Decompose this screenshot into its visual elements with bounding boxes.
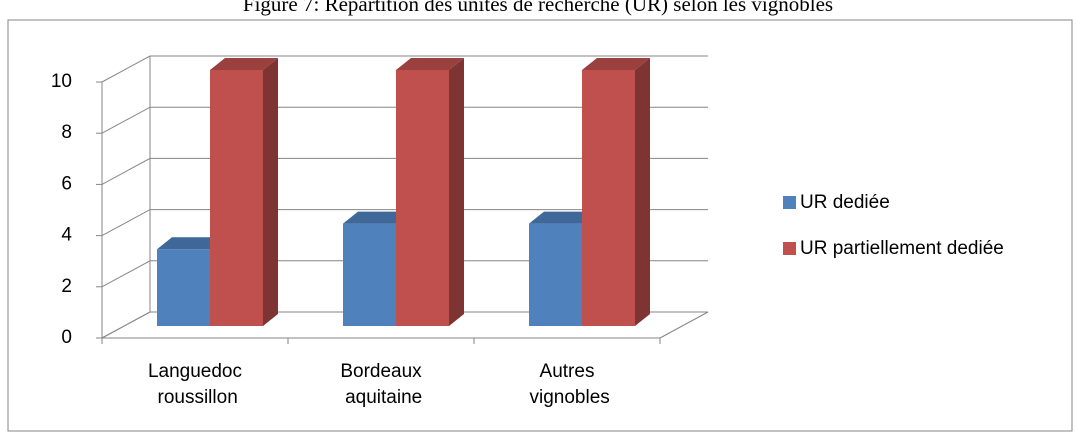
bar-front bbox=[396, 70, 449, 326]
bar bbox=[210, 58, 278, 326]
grid-line bbox=[101, 311, 708, 339]
bar-front bbox=[343, 223, 396, 326]
bar-top bbox=[157, 237, 225, 250]
y-tick-label: 2 bbox=[61, 276, 72, 297]
bar-front bbox=[157, 249, 210, 326]
bar-front bbox=[529, 223, 582, 326]
bar bbox=[582, 58, 650, 326]
bar-top bbox=[210, 58, 278, 70]
bar-top bbox=[582, 58, 650, 70]
legend-swatch bbox=[783, 242, 796, 255]
grid-line bbox=[101, 55, 708, 83]
y-tick-label: 0 bbox=[61, 327, 72, 348]
chart-title: Figure 7: Répartition des unités de rech… bbox=[243, 0, 833, 16]
bar-side bbox=[449, 58, 464, 326]
bar-side bbox=[263, 58, 278, 326]
grid-line bbox=[101, 106, 708, 134]
y-tick-label: 4 bbox=[61, 225, 72, 246]
grid-line bbox=[101, 209, 708, 237]
x-tick-label: Autres vignobles bbox=[524, 361, 610, 408]
grid-line bbox=[101, 260, 708, 288]
bar-front bbox=[582, 70, 635, 326]
bar bbox=[396, 58, 464, 326]
bar-top bbox=[396, 58, 464, 70]
x-tick-label: Languedoc roussillon bbox=[148, 361, 242, 408]
y-tick-label: 6 bbox=[61, 173, 72, 194]
grid-line bbox=[101, 157, 708, 185]
bar-top bbox=[343, 211, 411, 224]
x-tick-label: Bordeaux aquitaine bbox=[340, 361, 422, 408]
bar-side bbox=[635, 58, 650, 326]
bar-top bbox=[529, 211, 597, 224]
legend-swatch bbox=[783, 196, 796, 209]
legend-label: UR dediée bbox=[800, 192, 890, 213]
bar-front bbox=[210, 70, 263, 326]
legend-label: UR partiellement dediée bbox=[800, 238, 1004, 259]
y-tick-label: 10 bbox=[51, 71, 72, 92]
y-tick-label: 8 bbox=[61, 122, 72, 143]
